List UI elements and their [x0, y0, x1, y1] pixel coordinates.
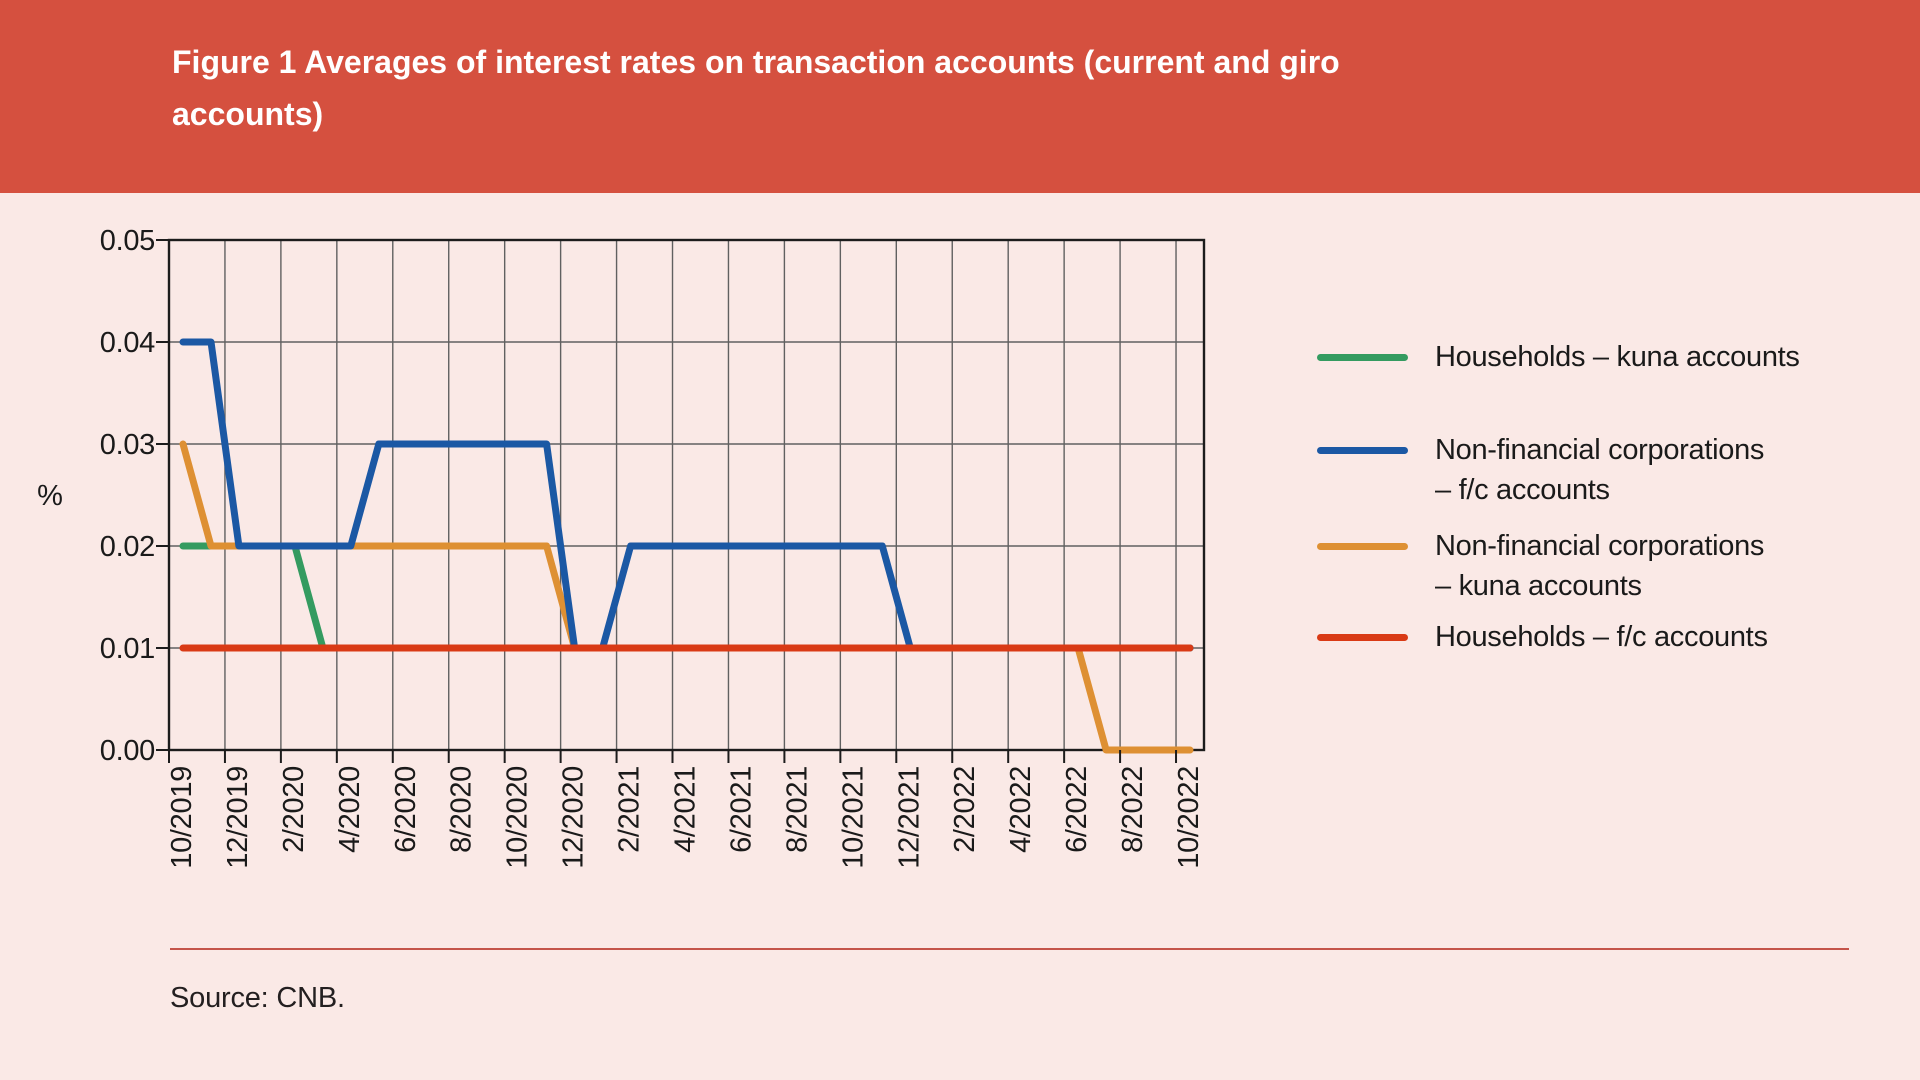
x-tick-label: 12/2019: [222, 766, 254, 869]
x-tick-label: 12/2021: [893, 766, 925, 869]
y-tick-label: 0.02: [100, 531, 155, 563]
x-tick-label: 10/2020: [502, 766, 534, 869]
y-tick-label: 0.04: [100, 327, 155, 359]
legend-item-nfc-kuna: Non-financial corporations – kuna account…: [1317, 526, 1764, 606]
x-tick-label: 2/2022: [949, 766, 981, 853]
legend-label-nfc-fc: Non-financial corporations – f/c accounts: [1435, 430, 1764, 510]
figure-title-line-2: accounts): [172, 96, 324, 132]
y-tick-label: 0.01: [100, 633, 155, 665]
y-tick-label: 0.00: [100, 735, 155, 767]
source-note: Source: CNB.: [170, 982, 345, 1014]
x-tick-label: 4/2020: [334, 766, 366, 853]
y-tick-label: 0.03: [100, 429, 155, 461]
legend-swatch-households-fc: [1317, 634, 1408, 641]
legend-label-households-kuna: Households – kuna accounts: [1435, 337, 1800, 377]
legend-item-households-fc: Households – f/c accounts: [1317, 617, 1768, 657]
figure-header: Figure 1 Averages of interest rates on t…: [0, 0, 1920, 193]
x-tick-label: 12/2020: [558, 766, 590, 869]
footer-divider: [170, 948, 1849, 950]
x-tick-label: 10/2021: [837, 766, 869, 869]
legend-label-nfc-kuna: Non-financial corporations – kuna account…: [1435, 526, 1764, 606]
series-line-nfc-kuna: [179, 440, 1194, 754]
x-tick-label: 6/2020: [390, 766, 422, 853]
legend-label-line: Households – kuna accounts: [1435, 341, 1800, 373]
plot-frame: [167, 238, 1206, 752]
legend-label-line: Non-financial corporations: [1435, 530, 1765, 562]
legend-label-line: Non-financial corporations: [1435, 434, 1765, 466]
legend-label-line: – kuna accounts: [1435, 570, 1642, 602]
legend-label-households-fc: Households – f/c accounts: [1435, 617, 1768, 657]
legend-item-households-kuna: Households – kuna accounts: [1317, 337, 1800, 377]
legend-swatch-nfc-kuna: [1317, 543, 1408, 550]
legend-item-nfc-fc: Non-financial corporations – f/c accounts: [1317, 430, 1764, 510]
legend-swatch-nfc-fc: [1317, 447, 1408, 454]
x-tick-label: 4/2022: [1005, 766, 1037, 853]
series-line-households-kuna: [179, 542, 1194, 652]
x-tick-label: 2/2021: [614, 766, 646, 853]
x-tick-label: 6/2022: [1061, 766, 1093, 853]
x-tick-label: 8/2022: [1117, 766, 1149, 853]
x-tick-label: 8/2021: [781, 766, 813, 853]
legend-label-line: Households – f/c accounts: [1435, 621, 1768, 653]
figure-title-line-1: Figure 1 Averages of interest rates on t…: [172, 44, 1340, 80]
x-tick-label: 10/2019: [166, 766, 198, 869]
x-tick-label: 10/2022: [1173, 766, 1205, 869]
legend-label-line: – f/c accounts: [1435, 474, 1610, 506]
x-tick-label: 6/2021: [725, 766, 757, 853]
figure-title: Figure 1 Averages of interest rates on t…: [172, 36, 1340, 140]
x-tick-label: 4/2021: [670, 766, 702, 853]
y-axis-title: %: [37, 480, 63, 512]
legend-swatch-households-kuna: [1317, 354, 1408, 361]
series-line-nfc-fc: [179, 338, 1194, 652]
y-tick-label: 0.05: [100, 225, 155, 257]
x-tick-label: 8/2020: [446, 766, 478, 853]
x-tick-label: 2/2020: [278, 766, 310, 853]
